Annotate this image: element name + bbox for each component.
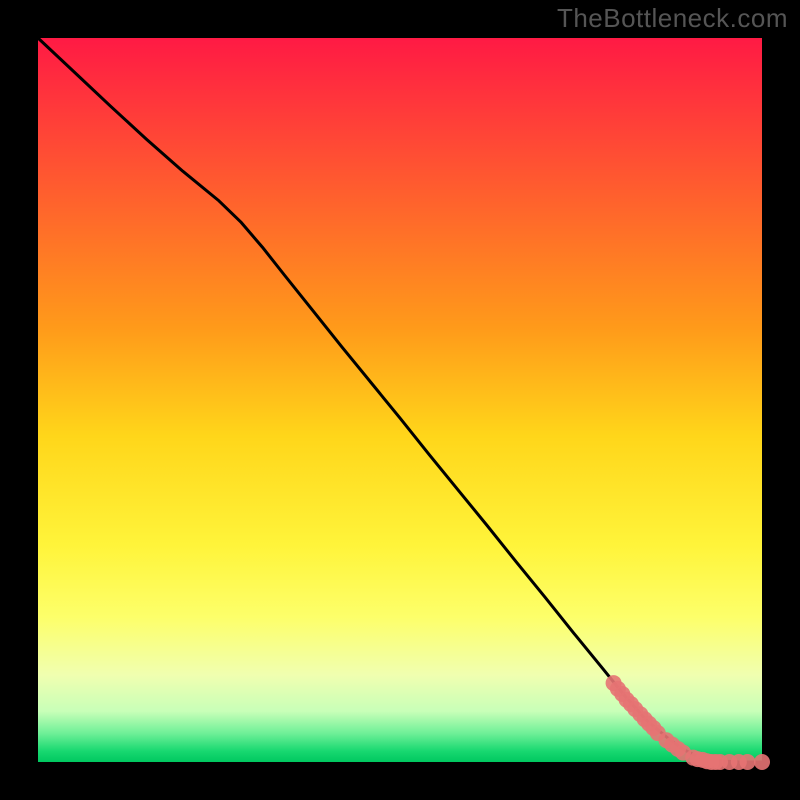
attribution-text: TheBottleneck.com — [557, 3, 788, 34]
data-marker — [740, 754, 756, 770]
bottleneck-chart — [0, 0, 800, 800]
chart-frame: TheBottleneck.com — [0, 0, 800, 800]
plot-background — [38, 38, 762, 762]
data-marker — [754, 754, 770, 770]
